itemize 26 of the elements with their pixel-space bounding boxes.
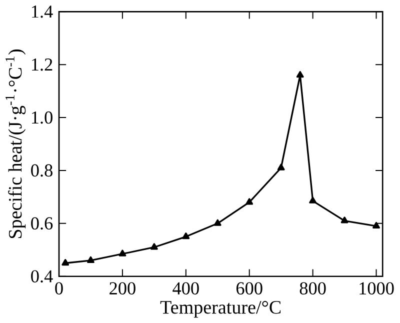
point <box>372 222 380 228</box>
point <box>246 198 254 205</box>
point <box>87 256 94 263</box>
y-tick-label: 0.8 <box>31 164 52 177</box>
y-tick-label: 0.6 <box>31 217 53 230</box>
x-axis-title: Temperature/°C <box>160 300 281 318</box>
y-tick-label: 1.2 <box>32 58 52 71</box>
x-tick-label: 0 <box>55 282 63 294</box>
point <box>296 70 304 78</box>
x-tick-label: 200 <box>110 282 136 294</box>
y-axis-title: Specific heat/(J·g$^{-1}$·°C$^{-1}$) <box>6 49 26 238</box>
point <box>340 216 348 224</box>
point <box>62 258 70 266</box>
y-tick-label: 1.0 <box>32 111 52 124</box>
point <box>182 232 190 240</box>
point <box>309 196 317 204</box>
x-tick-label: 600 <box>236 282 262 294</box>
x-tick-label: 1000 <box>360 282 394 294</box>
y-tick-label: 0.4 <box>31 270 53 282</box>
point <box>118 250 126 256</box>
x-tick-label: 800 <box>300 282 326 294</box>
x-tick-label: 400 <box>172 282 199 294</box>
point <box>150 243 158 250</box>
point <box>277 164 285 170</box>
point <box>214 219 222 226</box>
y-tick-label: 1.4 <box>32 5 53 18</box>
